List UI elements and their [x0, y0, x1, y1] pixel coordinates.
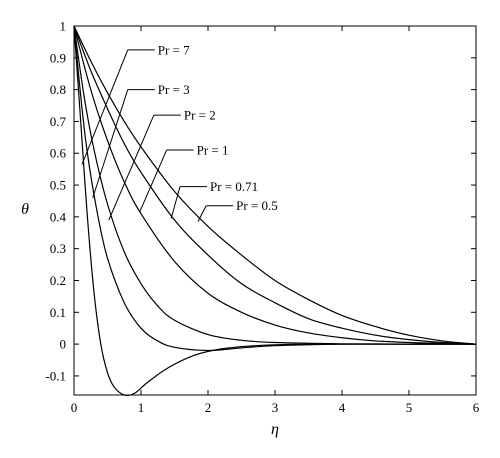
series-line-pr-0-5: [73, 25, 477, 345]
x-tick-label: 0: [71, 400, 78, 415]
annotations: Pr = 7 Pr = 3 Pr = 2 Pr = 1 Pr = 0.71 Pr = 0.…: [81, 42, 278, 222]
y-tick-label: -0.1: [45, 368, 66, 383]
x-tick-label: 3: [272, 400, 279, 415]
x-tick-label: 4: [339, 400, 346, 415]
annotation-pointer: [92, 89, 129, 198]
annotation-pointer: [139, 149, 168, 213]
annotation-pointer: [108, 114, 155, 221]
x-tick-label: 2: [205, 400, 212, 415]
y-tick-label: 0.1: [50, 305, 66, 320]
curve-label: Pr = 0.5: [236, 198, 278, 213]
curve-label: Pr = 0.71: [210, 179, 258, 194]
y-tick-label: 0.3: [50, 241, 66, 256]
y-tick-label: 0.8: [50, 82, 66, 97]
x-axis-label: η: [271, 421, 279, 438]
series-lines: [73, 25, 477, 397]
y-tick-label: 0.5: [50, 178, 66, 193]
y-tick-label: 0.4: [50, 209, 67, 224]
x-tick-label: 1: [138, 400, 145, 415]
x-tick-label: 5: [406, 400, 413, 415]
annotation-pointer: [197, 205, 207, 222]
ticks: [73, 25, 477, 395]
curve-label: Pr = 1: [197, 143, 229, 158]
series-line-pr-0-71: [73, 25, 477, 345]
series-line-pr-2: [73, 25, 477, 345]
tick-labels: 0 1 2 3 4 5 6 -0.1 0 0.1 0.2 0.3 0.4 0.5 0.6 0.7 0.8 0.9 1: [45, 19, 479, 416]
series-line-pr-1: [73, 25, 477, 345]
series-line-pr-7: [73, 25, 476, 397]
y-tick-label: 0.7: [50, 114, 67, 129]
curve-label: Pr = 2: [184, 108, 216, 123]
y-tick-label: 1: [60, 19, 67, 34]
y-tick-label: 0.6: [50, 146, 67, 161]
series-line-pr-3: [73, 25, 476, 352]
y-tick-label: 0.2: [50, 273, 66, 288]
curve-label: Pr = 7: [158, 42, 190, 57]
annotation-pointer: [170, 186, 181, 219]
y-tick-label: 0.9: [50, 50, 66, 65]
annotation-pointer: [81, 49, 129, 165]
curve-label: Pr = 3: [158, 82, 190, 97]
y-axis-label: θ: [21, 201, 29, 218]
y-tick-label: 0: [60, 337, 67, 352]
x-tick-label: 6: [473, 400, 480, 415]
